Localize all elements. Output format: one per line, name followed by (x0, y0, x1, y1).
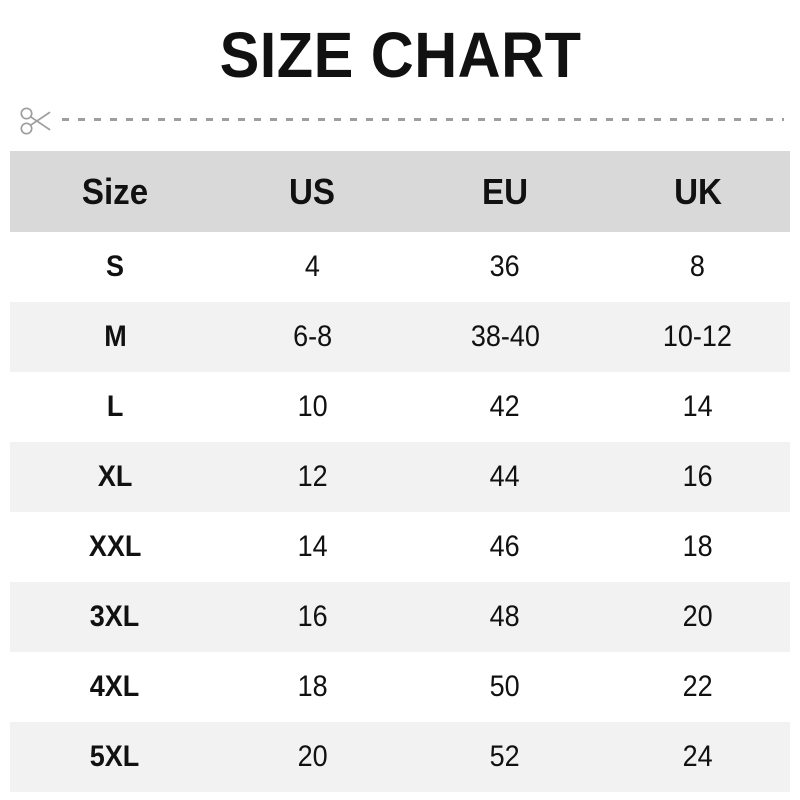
cell-eu: 44 (405, 442, 605, 512)
table-row: M 6-8 38-40 10-12 (10, 302, 790, 372)
cut-line (18, 103, 784, 139)
cell-size-value: XL (97, 460, 133, 493)
cell-us: 6-8 (220, 302, 405, 372)
cell-us-value: 14 (297, 530, 328, 563)
cell-size-value: 4XL (90, 670, 140, 703)
page-title: SIZE CHART (219, 19, 581, 91)
cell-us: 18 (220, 652, 405, 722)
cell-size-value: L (106, 390, 124, 423)
table-row: 3XL 16 48 20 (10, 582, 790, 652)
table-body: S 4 36 8 M 6-8 38-40 10-12 L 10 42 14 XL… (10, 232, 790, 792)
column-header-size: Size (10, 151, 220, 232)
cell-us-value: 10 (297, 390, 328, 423)
cell-uk-value: 20 (682, 600, 713, 633)
cell-eu: 38-40 (405, 302, 605, 372)
column-header-size-label: Size (81, 171, 149, 212)
cell-size: XL (10, 442, 220, 512)
cell-uk-value: 8 (689, 250, 706, 283)
cell-size-value: S (105, 250, 124, 283)
cell-size: M (10, 302, 220, 372)
table-header: Size US EU UK (10, 151, 790, 232)
column-header-uk: UK (605, 151, 790, 232)
table-row: L 10 42 14 (10, 372, 790, 442)
cell-us-value: 18 (297, 670, 328, 703)
cell-uk-value: 24 (682, 740, 713, 773)
page-title-container: SIZE CHART (0, 20, 800, 90)
column-header-us-label: US (289, 171, 336, 212)
cell-us: 4 (220, 232, 405, 302)
cell-us-value: 6-8 (292, 320, 333, 353)
cell-uk-value: 18 (682, 530, 713, 563)
column-header-eu: EU (405, 151, 605, 232)
cell-us: 12 (220, 442, 405, 512)
cell-size: 5XL (10, 722, 220, 792)
cell-size-value: XXL (88, 530, 142, 563)
cell-us: 16 (220, 582, 405, 652)
cell-uk: 8 (605, 232, 790, 302)
table-row: XL 12 44 16 (10, 442, 790, 512)
cell-size-value: 5XL (90, 740, 140, 773)
cell-eu-value: 38-40 (470, 320, 540, 353)
table-row: 4XL 18 50 22 (10, 652, 790, 722)
size-chart-table: Size US EU UK S 4 36 8 M 6-8 38-40 10-12… (10, 151, 790, 792)
cell-us: 14 (220, 512, 405, 582)
cell-uk-value: 14 (682, 390, 713, 423)
cell-eu-value: 42 (489, 390, 521, 423)
cell-eu-value: 46 (489, 530, 521, 563)
table-row: 5XL 20 52 24 (10, 722, 790, 792)
cell-eu: 46 (405, 512, 605, 582)
cell-size: L (10, 372, 220, 442)
cell-eu-value: 44 (489, 460, 521, 493)
cell-size-value: M (103, 320, 127, 353)
cell-uk: 16 (605, 442, 790, 512)
table-row: S 4 36 8 (10, 232, 790, 302)
cell-eu: 50 (405, 652, 605, 722)
cell-eu-value: 48 (489, 600, 521, 633)
table-row: XXL 14 46 18 (10, 512, 790, 582)
cell-uk: 14 (605, 372, 790, 442)
cell-uk-value: 22 (682, 670, 713, 703)
cell-size: 3XL (10, 582, 220, 652)
cell-eu: 36 (405, 232, 605, 302)
cell-uk: 10-12 (605, 302, 790, 372)
scissors-icon (18, 105, 56, 137)
cell-us: 20 (220, 722, 405, 792)
cell-eu: 42 (405, 372, 605, 442)
cell-eu: 48 (405, 582, 605, 652)
cell-uk-value: 10-12 (662, 320, 733, 353)
column-header-uk-label: UK (673, 171, 722, 212)
cell-us-value: 20 (297, 740, 328, 773)
cell-size: 4XL (10, 652, 220, 722)
cell-us-value: 16 (297, 600, 328, 633)
cell-eu: 52 (405, 722, 605, 792)
table-header-row: Size US EU UK (10, 151, 790, 232)
cell-eu-value: 52 (489, 740, 521, 773)
column-header-us: US (220, 151, 405, 232)
cell-us-value: 12 (297, 460, 328, 493)
cell-eu-value: 50 (489, 670, 521, 703)
dashed-cut-line (62, 118, 784, 121)
cell-us: 10 (220, 372, 405, 442)
cell-size-value: 3XL (90, 600, 140, 633)
cell-uk-value: 16 (682, 460, 713, 493)
column-header-eu-label: EU (481, 171, 528, 212)
cell-uk: 20 (605, 582, 790, 652)
cell-uk: 24 (605, 722, 790, 792)
cell-size: XXL (10, 512, 220, 582)
cell-uk: 18 (605, 512, 790, 582)
cell-uk: 22 (605, 652, 790, 722)
cell-us-value: 4 (304, 250, 321, 283)
cell-eu-value: 36 (489, 250, 521, 283)
cell-size: S (10, 232, 220, 302)
